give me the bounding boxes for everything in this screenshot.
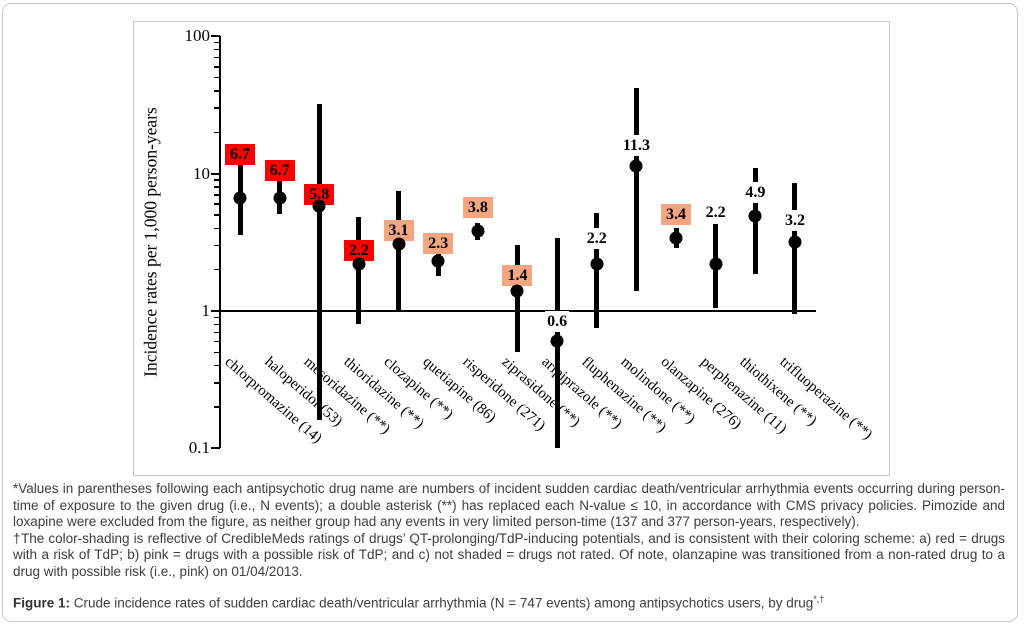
y-tick-label: 10 (193, 163, 210, 183)
y-axis-major-tick (211, 310, 220, 312)
data-point (273, 191, 287, 205)
y-axis-minor-tick (214, 382, 220, 384)
value-label: 6.7 (264, 159, 295, 181)
y-axis-minor-tick (214, 76, 220, 79)
value-label: 5.8 (304, 184, 335, 206)
y-tick-label: 0.1 (188, 438, 210, 458)
data-point (312, 199, 326, 213)
y-axis-minor-tick (214, 131, 220, 134)
value-label: 6.7 (225, 143, 255, 165)
value-label: 2.3 (423, 233, 454, 255)
data-point (431, 254, 445, 268)
data-point (471, 224, 485, 238)
y-axis-minor-tick (214, 331, 220, 334)
value-label: 2.2 (703, 201, 728, 223)
data-point (233, 191, 247, 205)
data-point (352, 257, 366, 271)
y-axis-minor-tick (214, 186, 220, 188)
y-axis-minor-tick (214, 56, 220, 59)
y-axis-minor-tick (214, 351, 220, 354)
error-bar (396, 190, 402, 311)
figure-caption-superscript: *,† (813, 594, 825, 604)
chart-area: Incidence rates per 1,000 person-years 1… (133, 21, 890, 476)
y-axis-minor-tick (214, 364, 220, 367)
value-label: 11.3 (620, 135, 652, 157)
y-axis-minor-tick (214, 41, 220, 44)
y-axis-major-tick (211, 35, 220, 38)
value-label: 0.6 (545, 311, 570, 333)
figure-caption: Figure 1: Crude incidence rates of sudde… (13, 591, 1005, 612)
page-frame (2, 3, 1018, 622)
y-axis-minor-tick (214, 203, 220, 205)
data-point (748, 209, 762, 223)
y-axis-minor-tick (214, 107, 220, 109)
y-axis-minor-tick (214, 179, 220, 181)
value-label: 2.2 (343, 239, 374, 261)
figure-caption-text: Crude incidence rates of sudden cardiac … (70, 595, 814, 611)
data-point (669, 231, 683, 245)
y-axis-minor-tick (214, 194, 220, 196)
y-axis-minor-tick (214, 323, 220, 326)
y-axis-minor-tick (214, 340, 220, 343)
y-axis-minor-tick (214, 406, 220, 408)
y-axis-minor-tick (214, 214, 220, 216)
data-point (788, 235, 802, 249)
y-axis-minor-tick (214, 66, 220, 68)
footnote-dagger: †The color-shading is reflective of Cred… (13, 530, 1005, 579)
caption-block: *Values in parentheses following each an… (13, 481, 1005, 612)
data-point (550, 334, 564, 348)
y-axis-minor-tick (214, 48, 220, 51)
y-axis-minor-tick (214, 268, 220, 271)
footnote-asterisk: *Values in parentheses following each an… (13, 481, 1005, 529)
data-point (709, 257, 723, 271)
value-label: 1.4 (502, 264, 533, 286)
y-axis-minor-tick (214, 316, 220, 319)
value-label: 3.4 (661, 204, 692, 226)
data-point (590, 257, 604, 271)
y-tick-label: 100 (184, 26, 211, 46)
value-label: 3.2 (782, 209, 807, 231)
error-bar (633, 88, 639, 291)
y-tick-label: 1 (201, 301, 211, 320)
data-point (629, 159, 643, 173)
error-bar (792, 183, 798, 315)
y-axis-major-tick (211, 447, 220, 450)
y-axis-minor-tick (214, 227, 220, 230)
y-axis-major-tick (211, 172, 220, 175)
figure-caption-label: Figure 1: (13, 595, 71, 611)
error-bar (316, 104, 322, 421)
value-label: 4.9 (743, 182, 768, 204)
data-point (510, 284, 524, 298)
data-point (392, 237, 406, 251)
value-label: 3.8 (462, 197, 493, 219)
y-axis-line (218, 36, 221, 449)
error-bar (514, 245, 520, 353)
y-axis-title: Incidence rates per 1,000 person-years (140, 107, 161, 377)
y-axis-minor-tick (214, 244, 220, 247)
value-label: 2.2 (584, 227, 609, 249)
error-bar (356, 217, 362, 325)
y-axis-minor-tick (214, 90, 220, 92)
value-label: 3.1 (383, 219, 414, 241)
